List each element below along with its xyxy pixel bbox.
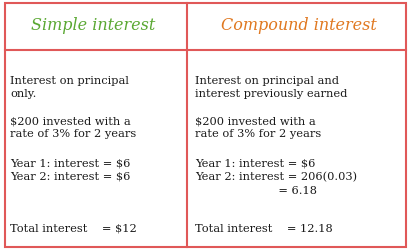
- Text: $200 invested with a
rate of 3% for 2 years: $200 invested with a rate of 3% for 2 ye…: [10, 116, 136, 140]
- Text: Total interest    = 12.18: Total interest = 12.18: [195, 224, 333, 234]
- Text: Year 1: interest = $6
Year 2: interest = 206(0.03)
                       = 6.18: Year 1: interest = $6 Year 2: interest =…: [195, 159, 357, 196]
- Text: $200 invested with a
rate of 3% for 2 years: $200 invested with a rate of 3% for 2 ye…: [195, 116, 321, 140]
- Text: Year 1: interest = $6
Year 2: interest = $6: Year 1: interest = $6 Year 2: interest =…: [10, 159, 131, 182]
- Text: Interest on principal
only.: Interest on principal only.: [10, 76, 129, 100]
- Text: Compound interest: Compound interest: [221, 16, 377, 34]
- Text: Interest on principal and
interest previously earned: Interest on principal and interest previ…: [195, 76, 348, 100]
- Text: Total interest    = $12: Total interest = $12: [10, 224, 137, 234]
- Text: Simple interest: Simple interest: [31, 16, 156, 34]
